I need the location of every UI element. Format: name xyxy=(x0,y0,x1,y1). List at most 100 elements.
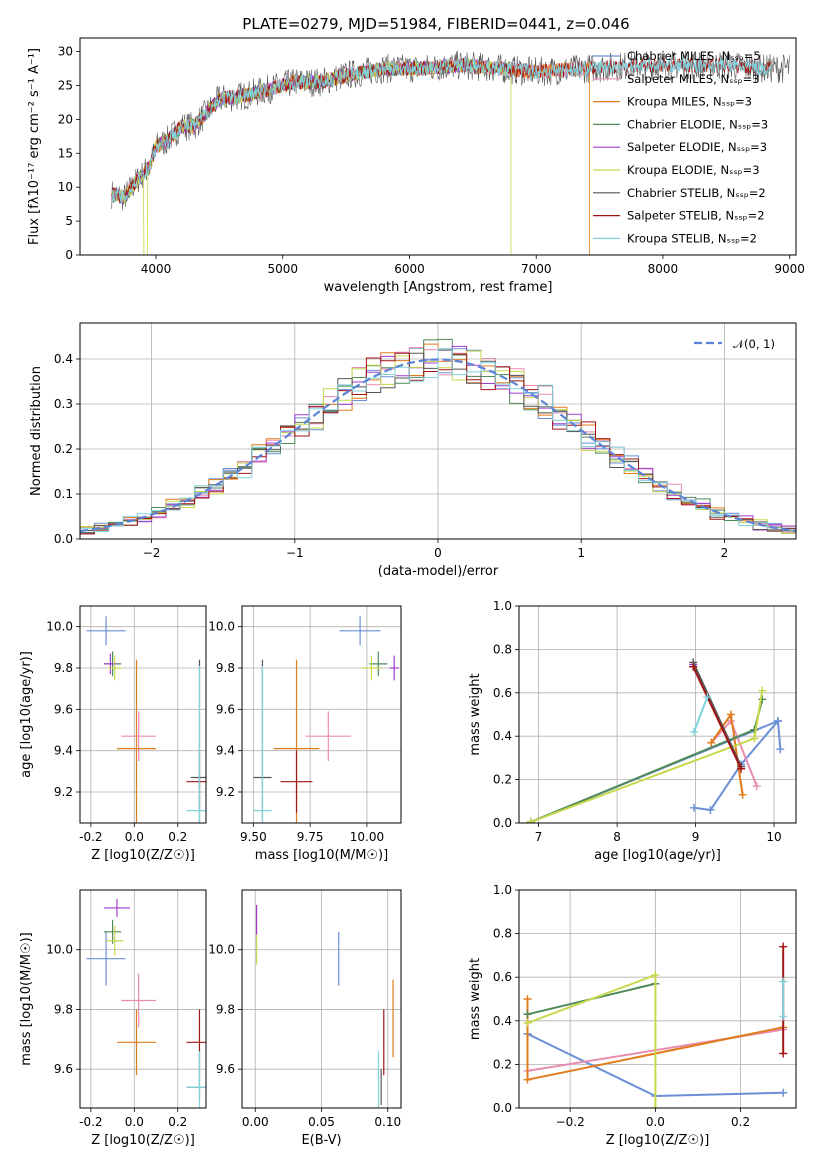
x-tick-label: 0.10 xyxy=(374,1115,401,1129)
y-tick-label: 0.2 xyxy=(54,442,73,456)
panel-z_mass: -0.2 0.0 0.2 9.6 9.8 10.0 Z [log10(Z/Z☉)] mass … xyxy=(19,889,207,1148)
errorbar-point xyxy=(253,665,272,823)
x-tick-label: 7000 xyxy=(521,262,552,276)
legend-label: Salpeter STELIB, Nₛₛₚ=2 xyxy=(627,209,765,223)
errorbar-point xyxy=(389,655,399,681)
errorbar-point xyxy=(362,655,381,681)
normal-curve xyxy=(80,358,796,533)
legend-label: Kroupa STELIB, Nₛₛₚ=2 xyxy=(627,231,757,245)
y-tick-label: 9.4 xyxy=(216,744,235,758)
weight-series xyxy=(689,717,785,814)
errorbar-point xyxy=(305,711,352,761)
y-tick-label: 9.8 xyxy=(54,1002,73,1016)
spectrum-line xyxy=(111,56,772,203)
figure-title: PLATE=0279, MJD=51984, FIBERID=0441, z=0… xyxy=(242,15,629,33)
y-tick-label: 10.0 xyxy=(46,620,73,634)
legend-label: Chabrier MILES, Nₛₛₚ=5 xyxy=(627,49,761,63)
y-tick-label: 10.0 xyxy=(208,620,235,634)
x-tick-label: 9000 xyxy=(774,262,805,276)
weight-marker xyxy=(779,977,788,986)
y-tick-label: 1.0 xyxy=(493,883,512,897)
y-tick-label: 0.6 xyxy=(493,686,512,700)
axes: 0.00 0.05 0.10 9.6 9.8 10.0 E(B-V) xyxy=(208,889,402,1148)
errorbar-point xyxy=(339,616,381,646)
weight-line xyxy=(692,661,743,768)
y-axis-label: Flux [fλ10⁻¹⁷ erg cm⁻² s⁻¹ A⁻¹] xyxy=(27,48,42,245)
y-tick-label: 9.2 xyxy=(216,785,235,799)
panel-age_weight: 7 8 9 10 0.0 0.2 0.4 0.6 0.8 1.0 age [log10(age/yr… xyxy=(468,599,797,863)
panel-z_weight: −0.2 0.0 0.2 0.0 0.2 0.4 0.6 0.8 1.0 Z [log10(Z/Z… xyxy=(468,883,797,1148)
y-tick-label: 15 xyxy=(58,146,73,160)
weight-series xyxy=(523,971,660,1108)
plot-area xyxy=(526,658,785,823)
x-axis-label: Z [log10(Z/Z☉)] xyxy=(606,1133,710,1148)
weight-marker xyxy=(779,1012,788,1021)
legend-label: Salpeter ELODIE, Nₛₛₚ=3 xyxy=(627,140,767,154)
x-tick-label: 5000 xyxy=(267,262,298,276)
weight-marker xyxy=(779,1049,788,1058)
x-tick-label: 8000 xyxy=(648,262,679,276)
y-axis-label: Normed distribution xyxy=(29,366,44,496)
weight-marker xyxy=(523,1018,532,1027)
axes-frame xyxy=(518,605,797,824)
x-tick-label: 0.2 xyxy=(168,1115,187,1129)
y-tick-label: 20 xyxy=(58,112,73,126)
y-axis-label: mass [log10(M/M☉)] xyxy=(19,932,34,1065)
errorbar-point xyxy=(108,655,122,681)
y-tick-label: 9.8 xyxy=(216,661,235,675)
spectrum-legend: Chabrier MILES, Nₛₛₚ=5 Salpeter MILES, Nₛ… xyxy=(593,49,768,245)
x-tick-label: -0.2 xyxy=(79,1115,102,1129)
x-tick-label: 0 xyxy=(434,546,442,560)
x-tick-label: 0.00 xyxy=(242,1115,269,1129)
weight-marker xyxy=(779,1088,788,1097)
y-tick-label: 0.3 xyxy=(54,397,73,411)
x-axis-label: wavelength [Angstrom, rest frame] xyxy=(324,280,553,295)
axes: 4000 5000 6000 7000 8000 9000 0 5 10 15 20 25 30 wave… xyxy=(27,37,805,295)
weight-marker xyxy=(726,710,735,719)
y-tick-label: 0.2 xyxy=(493,773,512,787)
y-tick-label: 0.8 xyxy=(493,927,512,941)
legend-label: Kroupa MILES, Nₛₛₚ=3 xyxy=(627,95,752,109)
y-tick-label: 9.6 xyxy=(216,1062,235,1076)
errorbar-point xyxy=(186,1051,206,1108)
x-tick-label: 9 xyxy=(692,830,700,844)
x-tick-label: 1 xyxy=(577,546,585,560)
x-tick-label: 0.0 xyxy=(125,830,144,844)
weight-line xyxy=(693,696,709,733)
errorbar-point xyxy=(121,711,157,761)
grid xyxy=(80,606,206,823)
weight-series xyxy=(707,710,747,799)
weight-line xyxy=(530,690,764,823)
plot-area xyxy=(111,50,790,255)
y-tick-label: 9.8 xyxy=(216,1002,235,1016)
x-tick-label: −1 xyxy=(286,546,304,560)
weight-marker xyxy=(706,805,715,814)
spectrum-line xyxy=(111,58,590,255)
weight-marker xyxy=(752,782,761,791)
axes: -0.2 0.0 0.2 9.6 9.8 10.0 Z [log10(Z/Z☉)] mass … xyxy=(19,889,207,1148)
plot-area xyxy=(86,898,206,1108)
y-tick-label: 0.4 xyxy=(54,352,73,366)
plot-area xyxy=(86,616,206,823)
y-tick-label: 0 xyxy=(65,248,73,262)
weight-marker xyxy=(779,942,788,951)
y-tick-label: 9.4 xyxy=(54,744,73,758)
x-tick-label: 9.75 xyxy=(297,830,324,844)
y-tick-label: 9.6 xyxy=(216,702,235,716)
weight-marker xyxy=(773,717,782,726)
grid xyxy=(519,605,796,824)
panel-mass_age: 9.50 9.75 10.00 9.2 9.4 9.6 9.8 10.0 mass [log10… xyxy=(208,605,402,863)
x-tick-label: 8 xyxy=(613,830,621,844)
panel-z_age: -0.2 0.0 0.2 9.2 9.4 9.6 9.8 10.0 Z [log10(Z/Z☉)… xyxy=(19,605,207,863)
y-tick-label: 0.4 xyxy=(493,729,512,743)
legend-label: Chabrier STELIB, Nₛₛₚ=2 xyxy=(627,186,766,200)
errorbar-point xyxy=(116,1009,157,1076)
weight-marker xyxy=(526,817,535,823)
errorbar-point xyxy=(186,665,206,823)
x-tick-label: 10.00 xyxy=(350,830,384,844)
axes: 7 8 9 10 0.0 0.2 0.4 0.6 0.8 1.0 age [log10(age/yr… xyxy=(468,599,797,863)
x-tick-label: 0.2 xyxy=(168,830,187,844)
x-tick-label: 2 xyxy=(721,546,729,560)
x-tick-label: 0.2 xyxy=(731,1115,750,1129)
